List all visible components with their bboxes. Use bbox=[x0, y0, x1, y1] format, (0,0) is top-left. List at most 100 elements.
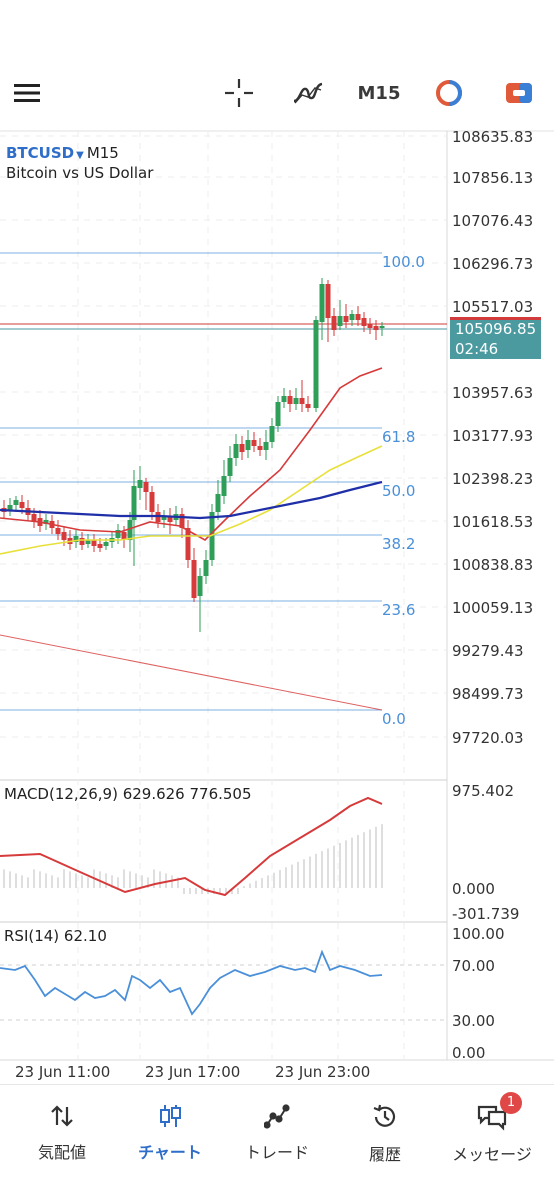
candle-body bbox=[19, 502, 25, 508]
trade-icon[interactable] bbox=[502, 76, 536, 110]
moving-average-mid bbox=[0, 445, 383, 555]
nav-trade-label: トレード bbox=[244, 1143, 309, 1162]
price-axis-label: 101618.53 bbox=[452, 513, 533, 531]
candle-body bbox=[337, 316, 343, 326]
candle-body bbox=[143, 482, 149, 492]
rsi-line bbox=[0, 949, 383, 1016]
moving-average-slow bbox=[0, 480, 383, 520]
bottom-navigation: 気配値 チャート トレード 履歴 メッセージ bbox=[0, 1084, 554, 1201]
candle-body bbox=[115, 530, 121, 538]
fib-level-label: 50.0 bbox=[382, 482, 415, 500]
candle-body bbox=[367, 324, 373, 328]
candle-body bbox=[137, 480, 143, 488]
price-axis-label: 100838.83 bbox=[452, 556, 533, 574]
candle-body bbox=[203, 560, 209, 576]
candle-body bbox=[91, 540, 97, 546]
candle-body bbox=[349, 314, 355, 320]
macd-scale-label: -301.739 bbox=[452, 905, 519, 923]
price-axis-label: 107856.13 bbox=[452, 169, 533, 187]
rsi-scale-label: 70.00 bbox=[452, 957, 495, 975]
symbol-name[interactable]: BTCUSD bbox=[6, 144, 75, 162]
candle-body bbox=[79, 538, 85, 545]
fib-level-label: 0.0 bbox=[382, 710, 406, 728]
candle-body bbox=[293, 398, 299, 404]
chart-timeframe: M15 bbox=[86, 144, 119, 162]
fib-level-label: 100.0 bbox=[382, 253, 425, 271]
candle-body bbox=[227, 458, 233, 476]
candle-body bbox=[373, 326, 379, 330]
price-axis-label: 102398.23 bbox=[452, 470, 533, 488]
time-axis-label: 23 Jun 23:00 bbox=[275, 1063, 370, 1080]
candle-body bbox=[325, 284, 331, 318]
price-axis-label: 97720.03 bbox=[452, 729, 524, 747]
price-axis-label: 103177.93 bbox=[452, 427, 533, 445]
bar-countdown: 02:46 bbox=[455, 340, 499, 358]
nav-quotes[interactable]: 気配値 bbox=[7, 1103, 117, 1163]
nav-history[interactable]: 履歴 bbox=[330, 1103, 440, 1165]
candle-body bbox=[43, 520, 49, 524]
candle-body bbox=[245, 440, 251, 450]
rsi-scale-label: 30.00 bbox=[452, 1012, 495, 1030]
time-axis-label: 23 Jun 11:00 bbox=[15, 1063, 110, 1080]
candle-body bbox=[31, 514, 37, 522]
candle-body bbox=[103, 542, 109, 546]
candle-body bbox=[331, 316, 337, 330]
candle-body bbox=[379, 326, 385, 328]
crosshair-icon[interactable] bbox=[222, 76, 256, 110]
chart-toolbar: M15 bbox=[0, 62, 554, 126]
candle-body bbox=[251, 440, 257, 446]
nav-messages[interactable]: メッセージ bbox=[437, 1103, 547, 1165]
fib-level-label: 23.6 bbox=[382, 601, 415, 619]
candle-body bbox=[361, 318, 367, 326]
timeframe-button[interactable]: M15 bbox=[357, 82, 401, 104]
candle-body bbox=[263, 442, 269, 450]
macd-scale-label: 975.402 bbox=[452, 782, 514, 800]
candle-body bbox=[73, 536, 79, 542]
candle-body bbox=[131, 486, 137, 520]
fib-trend-line bbox=[0, 634, 383, 711]
price-chart[interactable]: 108635.83 107856.13 107076.43 106296.73 1055… bbox=[0, 128, 554, 1081]
candle-body bbox=[299, 398, 305, 404]
current-price: 105096.85 bbox=[455, 320, 537, 338]
nav-quotes-label: 気配値 bbox=[37, 1143, 86, 1162]
nav-chart[interactable]: チャート bbox=[115, 1103, 225, 1163]
candle-body bbox=[121, 532, 127, 540]
chart-icon bbox=[160, 1105, 181, 1127]
candle-body bbox=[257, 446, 263, 450]
rsi-scale-label: 0.00 bbox=[452, 1044, 485, 1062]
objects-icon[interactable] bbox=[432, 76, 466, 110]
moving-average-fast bbox=[0, 367, 383, 541]
hamburger-menu-icon[interactable] bbox=[10, 76, 44, 110]
chart-area[interactable]: 108635.83 107856.13 107076.43 106296.73 1055… bbox=[0, 128, 554, 1081]
indicators-icon[interactable] bbox=[290, 76, 326, 110]
history-icon bbox=[373, 1104, 396, 1127]
candle-body bbox=[197, 576, 203, 596]
price-axis-label: 98499.73 bbox=[452, 685, 524, 703]
candle-body bbox=[343, 316, 349, 322]
chart-symbol[interactable]: BTCUSD ▼ M15 bbox=[6, 144, 119, 162]
macd-signal-line bbox=[0, 796, 383, 897]
nav-history-label: 履歴 bbox=[368, 1145, 401, 1164]
nav-chart-label: チャート bbox=[138, 1143, 202, 1162]
time-axis-label: 23 Jun 17:00 bbox=[145, 1063, 240, 1080]
candle-body bbox=[191, 560, 197, 598]
symbol-dropdown-icon[interactable]: ▼ bbox=[76, 150, 84, 161]
price-axis-label: 108635.83 bbox=[452, 130, 533, 146]
price-axis-label: 100059.13 bbox=[452, 599, 533, 617]
current-price-tag: 105096.85 02:46 bbox=[450, 317, 541, 359]
macd-label: MACD(12,26,9) 629.626 776.505 bbox=[4, 785, 252, 803]
trade-nav-icon bbox=[264, 1104, 290, 1129]
candle-body bbox=[185, 528, 191, 560]
macd-scale-label: 0.000 bbox=[452, 880, 495, 898]
candle-body bbox=[233, 444, 239, 458]
candle-body bbox=[215, 494, 221, 512]
symbol-description: Bitcoin vs US Dollar bbox=[6, 164, 154, 182]
candle-body bbox=[127, 520, 133, 540]
candle-body bbox=[355, 314, 361, 320]
nav-trade[interactable]: トレード bbox=[222, 1103, 332, 1163]
candle-body bbox=[61, 532, 67, 540]
candle-body bbox=[55, 528, 61, 534]
candle-body bbox=[161, 516, 167, 520]
candle-body bbox=[313, 320, 319, 408]
candle-body bbox=[97, 544, 103, 548]
